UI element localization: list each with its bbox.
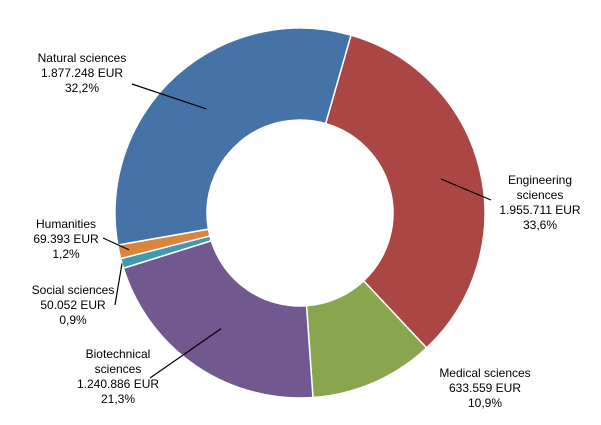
leader-line-humanities bbox=[102, 237, 130, 251]
leader-line-biotechnical-sciences bbox=[149, 328, 222, 379]
slice-biotechnical-sciences bbox=[122, 239, 314, 399]
label-medical-sciences: Medical sciences 633.559 EUR 10,9% bbox=[420, 366, 550, 411]
label-humanities-percent: 1,2% bbox=[52, 247, 80, 261]
leader-line-natural-sciences bbox=[131, 83, 207, 110]
label-humanities: Humanities 69.393 EUR 1,2% bbox=[16, 217, 116, 262]
label-engineering-sciences: Engineering sciences 1.955.711 EUR 33,6% bbox=[480, 173, 600, 233]
label-medical-value: 633.559 EUR bbox=[448, 381, 522, 395]
label-natural-value: 1.877.248 EUR bbox=[40, 66, 124, 80]
leader-line-engineering-sciences bbox=[440, 178, 492, 201]
label-biotechnical-sciences: Biotechnical sciences 1.240.886 EUR 21,3… bbox=[58, 347, 178, 407]
donut-slices bbox=[114, 27, 486, 399]
label-natural-percent: 32,2% bbox=[64, 81, 100, 95]
label-humanities-value: 69.393 EUR bbox=[33, 232, 99, 246]
leader-lines bbox=[102, 83, 492, 379]
label-social-percent: 0,9% bbox=[59, 313, 87, 327]
label-medical-percent: 10,9% bbox=[467, 396, 503, 410]
label-medical-name-1: Medical sciences bbox=[439, 366, 531, 380]
slice-engineering-sciences bbox=[324, 34, 486, 349]
label-engineering-name-2: sciences bbox=[516, 188, 564, 202]
label-social-name-1: Social sciences bbox=[31, 283, 115, 297]
label-biotechnical-value: 1.240.886 EUR bbox=[76, 377, 160, 391]
label-engineering-name-1: Engineering bbox=[507, 173, 573, 187]
label-social-value: 50.052 EUR bbox=[40, 298, 106, 312]
label-engineering-value: 1.955.711 EUR bbox=[499, 203, 581, 217]
label-engineering-percent: 33,6% bbox=[522, 218, 558, 232]
label-natural-sciences: Natural sciences 1.877.248 EUR 32,2% bbox=[17, 51, 147, 96]
label-biotechnical-name-1: Biotechnical bbox=[85, 347, 151, 361]
label-biotechnical-percent: 21,3% bbox=[100, 392, 136, 406]
label-natural-name-1: Natural sciences bbox=[37, 51, 127, 65]
slice-natural-sciences bbox=[114, 27, 352, 246]
label-biotechnical-name-2: sciences bbox=[94, 362, 142, 376]
label-social-sciences: Social sciences 50.052 EUR 0,9% bbox=[18, 283, 128, 328]
leader-line-social-sciences bbox=[114, 263, 123, 306]
label-humanities-name-1: Humanities bbox=[35, 217, 97, 231]
